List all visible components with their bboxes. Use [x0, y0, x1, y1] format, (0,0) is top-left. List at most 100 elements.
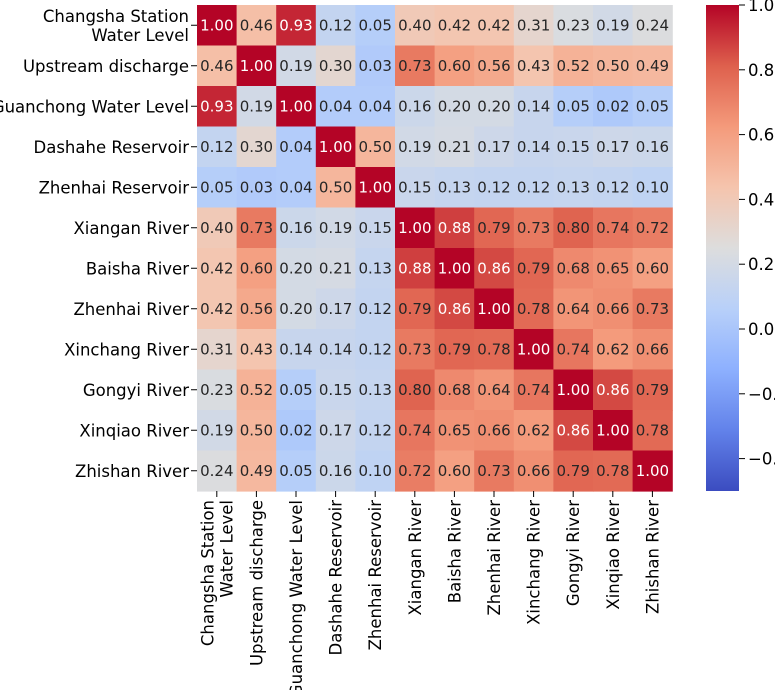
heatmap-cell-r11-c3 [315, 450, 356, 492]
heatmap-cell-r5-c6 [434, 207, 475, 249]
heatmap-cell-r6-c1 [236, 248, 277, 290]
heatmap-cell-labels: 1.00 0.46 0.93 0.12 0.05 0.40 0.42 0.42 0.31 0.23… [200, 16, 669, 480]
heatmap-cell-r0-c4 [355, 5, 396, 47]
cell-value-r6-c9: 0.68 [556, 259, 589, 277]
heatmap-cell-r10-c0 [197, 410, 238, 452]
cell-value-r4-c1: 0.03 [240, 178, 273, 196]
heatmap-cell-r8-c4 [355, 329, 396, 371]
heatmap-cell-r9-c11 [632, 369, 673, 411]
heatmap-cell-r4-c9 [553, 167, 594, 209]
row-label-2: Guanchong Water Level [0, 97, 189, 116]
cell-value-r10-c9: 0.86 [556, 421, 589, 439]
heatmap-cell-r3-c5 [395, 126, 436, 168]
heatmap-cell-r5-c0 [197, 207, 238, 249]
heatmap-cell-r1-c5 [395, 45, 436, 87]
heatmap-cell-r0-c10 [593, 5, 634, 47]
colorbar-tick-label-0: 1.0 [748, 0, 774, 15]
heatmap-cell-r9-c3 [315, 369, 356, 411]
cell-value-r9-c9: 1.00 [556, 381, 589, 399]
col-label-4: Zhenhai Reservoir [366, 500, 385, 651]
cell-value-r9-c10: 0.86 [596, 381, 629, 399]
heatmap-cell-r11-c8 [513, 450, 554, 492]
heatmap-cell-r7-c6 [434, 288, 475, 330]
cell-value-r5-c9: 0.80 [556, 219, 589, 237]
cell-value-r5-c0: 0.40 [200, 219, 233, 237]
cell-value-r2-c1: 0.19 [240, 97, 273, 115]
heatmap-cell-r11-c7 [474, 450, 515, 492]
cell-value-r6-c7: 0.86 [477, 259, 510, 277]
heatmap-cell-r3-c6 [434, 126, 475, 168]
row-label-10: Xinqiao River [79, 421, 189, 440]
cell-value-r9-c11: 0.79 [636, 381, 669, 399]
cell-value-r11-c0: 0.24 [200, 462, 233, 480]
heatmap-cell-r11-c1 [236, 450, 277, 492]
heatmap-cell-r11-c6 [434, 450, 475, 492]
heatmap-cell-r8-c8 [513, 329, 554, 371]
cell-value-r7-c0: 0.42 [200, 300, 233, 318]
heatmap-cell-r4-c7 [474, 167, 515, 209]
heatmap-cell-r5-c5 [395, 207, 436, 249]
heatmap-cell-r4-c5 [395, 167, 436, 209]
heatmap-cell-r8-c5 [395, 329, 436, 371]
cell-value-r10-c1: 0.50 [240, 421, 273, 439]
cell-value-r6-c6: 1.00 [438, 259, 471, 277]
heatmap-cell-r10-c5 [395, 410, 436, 452]
heatmap-cell-r4-c8 [513, 167, 554, 209]
heatmap-cell-r3-c11 [632, 126, 673, 168]
heatmap-cell-r4-c6 [434, 167, 475, 209]
heatmap-cell-r7-c1 [236, 288, 277, 330]
heatmap-cell-r1-c11 [632, 45, 673, 87]
cell-value-r0-c10: 0.19 [596, 16, 629, 34]
cell-value-r6-c3: 0.21 [319, 259, 352, 277]
heatmap-cell-r8-c7 [474, 329, 515, 371]
heatmap-cell-r2-c0 [197, 86, 238, 128]
column-labels: Changsha StationWater Level Upstream disc… [198, 491, 662, 690]
heatmap-cell-r3-c0 [197, 126, 238, 168]
heatmap-cell-r8-c3 [315, 329, 356, 371]
heatmap-cell-r2-c11 [632, 86, 673, 128]
cell-value-r2-c4: 0.04 [358, 97, 391, 115]
cell-value-r1-c7: 0.56 [477, 57, 510, 75]
heatmap-cell-r6-c5 [395, 248, 436, 290]
cell-value-r4-c8: 0.12 [517, 178, 550, 196]
cell-value-r11-c3: 0.16 [319, 462, 352, 480]
cell-value-r11-c9: 0.79 [556, 462, 589, 480]
heatmap-cells [197, 5, 673, 492]
cell-value-r10-c7: 0.66 [477, 421, 510, 439]
heatmap-cell-r2-c5 [395, 86, 436, 128]
cell-value-r9-c0: 0.23 [200, 381, 233, 399]
col-label-3: Dashahe Reservoir [327, 500, 346, 656]
heatmap-cell-r7-c8 [513, 288, 554, 330]
heatmap-cell-r5-c8 [513, 207, 554, 249]
cell-value-r4-c5: 0.15 [398, 178, 431, 196]
heatmap-cell-r4-c4 [355, 167, 396, 209]
col-label-5: Xiangan River [406, 500, 425, 616]
heatmap-cell-r6-c11 [632, 248, 673, 290]
heatmap-cell-r6-c10 [593, 248, 634, 290]
cell-value-r5-c8: 0.73 [517, 219, 550, 237]
cell-value-r10-c4: 0.12 [358, 421, 391, 439]
heatmap-cell-r2-c4 [355, 86, 396, 128]
cell-value-r9-c1: 0.52 [240, 381, 273, 399]
cell-value-r6-c8: 0.79 [517, 259, 550, 277]
col-label-10: Xinqiao River [604, 500, 623, 610]
heatmap-cell-r4-c11 [632, 167, 673, 209]
cell-value-r3-c1: 0.30 [240, 138, 273, 156]
cell-value-r0-c3: 0.12 [319, 16, 352, 34]
heatmap-cell-r1-c2 [276, 45, 317, 87]
cell-value-r3-c8: 0.14 [517, 138, 550, 156]
heatmap-cell-r7-c4 [355, 288, 396, 330]
cell-value-r3-c3: 1.00 [319, 138, 352, 156]
cell-value-r0-c2: 0.93 [279, 16, 312, 34]
heatmap-cell-r0-c9 [553, 5, 594, 47]
cell-value-r10-c8: 0.62 [517, 421, 550, 439]
heatmap-cell-r9-c0 [197, 369, 238, 411]
heatmap-cell-r8-c10 [593, 329, 634, 371]
cell-value-r2-c9: 0.05 [556, 97, 589, 115]
heatmap-cell-r10-c6 [434, 410, 475, 452]
cell-value-r11-c5: 0.72 [398, 462, 431, 480]
cell-value-r1-c4: 0.03 [358, 57, 391, 75]
cell-value-r7-c5: 0.79 [398, 300, 431, 318]
cell-value-r10-c3: 0.17 [319, 421, 352, 439]
cell-value-r0-c6: 0.42 [438, 16, 471, 34]
